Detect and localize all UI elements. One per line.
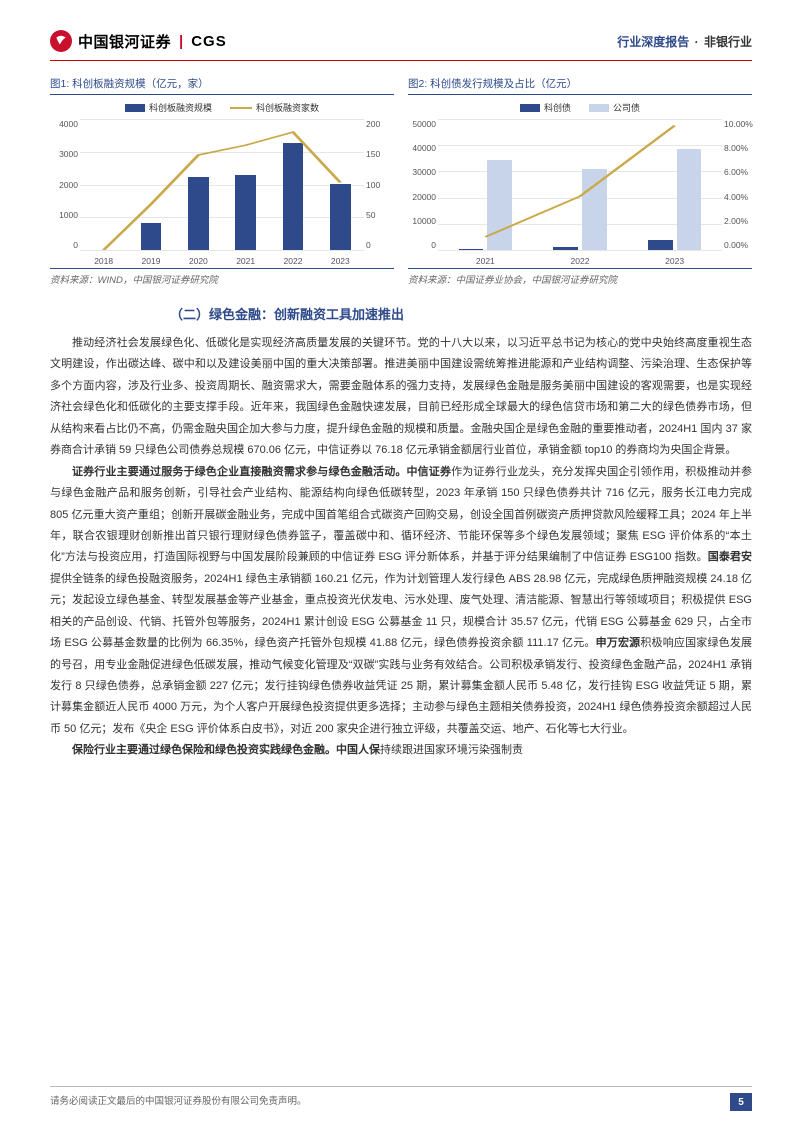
chart1-legend-bar-swatch <box>125 104 145 112</box>
chart1-area: 科创板融资规模 科创板融资家数 40003000200010000 200150… <box>50 101 394 266</box>
chart2-legend-b-swatch <box>589 104 609 112</box>
logo-block: 中国银河证券 | CGS <box>50 30 227 52</box>
chart1-y-right: 200150100500 <box>364 119 394 250</box>
chart2-legend: 科创债 公司债 <box>408 101 752 114</box>
header-right: 行业深度报告 · 非银行业 <box>617 33 752 50</box>
chart2-block: 图2: 科创债发行规模及占比（亿元） 科创债 公司债 5000040000300… <box>408 73 752 286</box>
chart1-source: 资料来源：WIND，中国银河证券研究院 <box>50 268 394 286</box>
chart2-source: 资料来源：中国证券业协会，中国银河证券研究院 <box>408 268 752 286</box>
page-header: 中国银河证券 | CGS 行业深度报告 · 非银行业 <box>50 30 752 61</box>
para2-lead: 证券行业主要通过服务于绿色企业直接融资需求参与绿色金融活动。中信证券 <box>72 466 451 478</box>
chart2-y-left: 50000400003000020000100000 <box>408 119 438 250</box>
chart2-legend-a-swatch <box>520 104 540 112</box>
para3-a: 持续跟进国家环境污染强制责 <box>380 744 523 756</box>
chart2-legend-a: 科创债 <box>520 101 571 114</box>
section-heading: （二）绿色金融：创新融资工具加速推出 <box>170 304 752 323</box>
doc-category: 非银行业 <box>704 35 752 49</box>
doc-sep: · <box>695 35 699 49</box>
chart2-legend-b: 公司债 <box>589 101 640 114</box>
chart1-title: 图1: 科创板融资规模（亿元，家） <box>50 73 394 95</box>
chart2-y-right: 10.00%8.00%6.00%4.00%2.00%0.00% <box>722 119 752 250</box>
para2-a: 作为证券行业龙头，充分发挥央国企引领作用，积极推动并参与绿色金融产品和服务创新，… <box>50 466 752 564</box>
chart2-x-axis: 202120222023 <box>438 256 722 266</box>
chart2-area: 科创债 公司债 50000400003000020000100000 10.00… <box>408 101 752 266</box>
chart1-legend-line-label: 科创板融资家数 <box>256 101 319 114</box>
chart2-plot <box>438 119 722 250</box>
chart1-x-axis: 201820192020202120222023 <box>80 256 364 266</box>
para2-c: 积极响应国家绿色发展的号召，用专业金融促进绿色低碳发展，推动气候变化管理及“双碳… <box>50 637 752 735</box>
page-number: 5 <box>730 1093 752 1111</box>
para1: 推动经济社会发展绿色化、低碳化是实现经济高质量发展的关键环节。党的十八大以来，以… <box>50 333 752 462</box>
doc-kind: 行业深度报告 <box>617 35 689 49</box>
logo-en-text: CGS <box>191 33 227 50</box>
chart1-y-left: 40003000200010000 <box>50 119 80 250</box>
para2: 证券行业主要通过服务于绿色企业直接融资需求参与绿色金融活动。中信证券作为证券行业… <box>50 462 752 741</box>
para2-guotai: 国泰君安 <box>708 551 752 563</box>
chart1-legend-bar: 科创板融资规模 <box>125 101 212 114</box>
disclaimer: 请务必阅读正文最后的中国银河证券股份有限公司免责声明。 <box>50 1093 307 1111</box>
logo-icon <box>50 30 72 52</box>
chart2-legend-b-label: 公司债 <box>613 101 640 114</box>
para3: 保险行业主要通过绿色保险和绿色投资实践绿色金融。中国人保持续跟进国家环境污染强制… <box>50 740 752 761</box>
chart2-legend-a-label: 科创债 <box>544 101 571 114</box>
para3-lead: 保险行业主要通过绿色保险和绿色投资实践绿色金融。中国人保 <box>72 744 380 756</box>
chart1-plot <box>80 119 364 250</box>
logo-cn-text: 中国银河证券 <box>78 31 171 52</box>
logo-divider: | <box>179 33 183 50</box>
chart1-block: 图1: 科创板融资规模（亿元，家） 科创板融资规模 科创板融资家数 400030… <box>50 73 394 286</box>
chart1-legend-line: 科创板融资家数 <box>230 101 319 114</box>
para2-shenwan: 申万宏源 <box>596 637 641 649</box>
chart1-legend-line-swatch <box>230 107 252 109</box>
chart2-title: 图2: 科创债发行规模及占比（亿元） <box>408 73 752 95</box>
chart1-legend: 科创板融资规模 科创板融资家数 <box>50 101 394 114</box>
page-footer: 请务必阅读正文最后的中国银河证券股份有限公司免责声明。 5 <box>50 1086 752 1111</box>
chart1-legend-bar-label: 科创板融资规模 <box>149 101 212 114</box>
